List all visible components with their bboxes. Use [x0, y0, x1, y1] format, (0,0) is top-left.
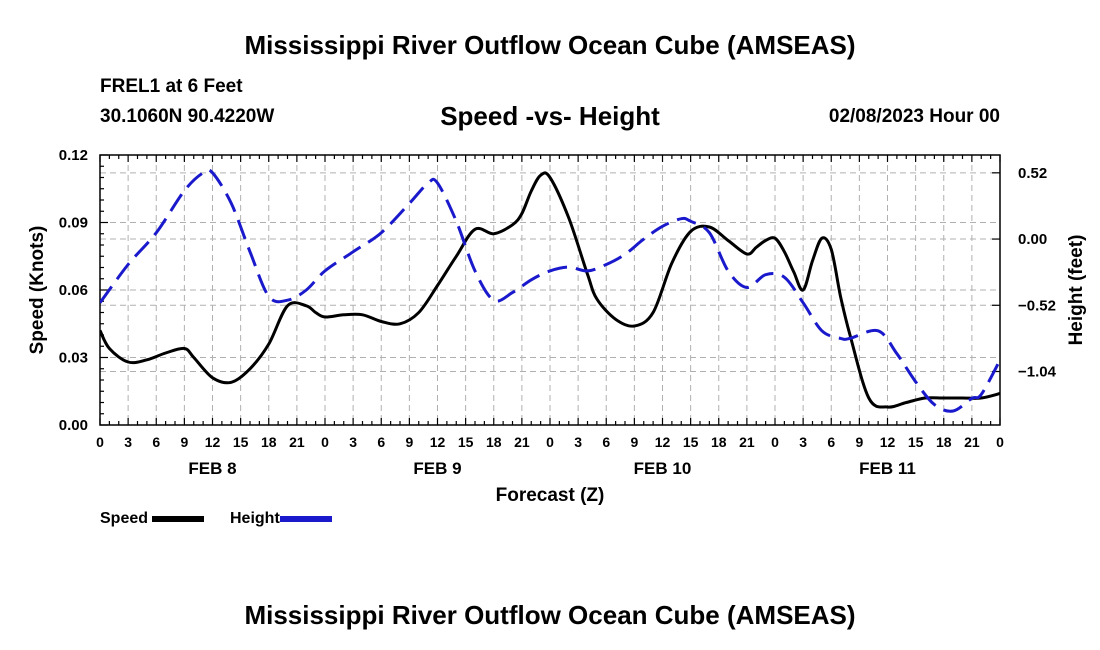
x-tick-label: 0 — [771, 434, 779, 450]
x-tick-label: 18 — [711, 434, 727, 450]
day-label: FEB 11 — [859, 459, 916, 478]
y2-tick-label: −0.52 — [1018, 297, 1056, 314]
x-tick-label: 15 — [683, 434, 699, 450]
x-tick-label: 3 — [799, 434, 807, 450]
legend-speed-swatch — [152, 515, 205, 522]
x-tick-label: 6 — [827, 434, 835, 450]
y2-tick-label: −1.04 — [1018, 364, 1057, 381]
y-tick-label: 0.03 — [59, 350, 88, 367]
x-tick-label: 18 — [936, 434, 952, 450]
series-line-speed — [100, 171, 1000, 409]
day-label: FEB 9 — [413, 459, 461, 478]
y-axis-label: Speed (Knots) — [27, 226, 48, 355]
x-axis-label: Forecast (Z) — [496, 485, 605, 506]
x-tick-label: 0 — [546, 434, 554, 450]
x-tick-label: 9 — [405, 434, 413, 450]
x-tick-label: 21 — [739, 434, 755, 450]
x-tick-label: 6 — [377, 434, 385, 450]
x-tick-label: 21 — [964, 434, 980, 450]
x-tick-label: 6 — [152, 434, 160, 450]
legend-height: Height — [230, 510, 332, 528]
series-line-height — [100, 168, 1000, 413]
legend-height-swatch — [279, 515, 332, 522]
legend-speed: Speed — [100, 510, 205, 528]
legend-height-label: Height — [230, 510, 280, 527]
chart-title: Mississippi River Outflow Ocean Cube (AM… — [244, 30, 856, 60]
x-tick-label: 12 — [430, 434, 446, 450]
x-tick-label: 3 — [124, 434, 132, 450]
y-tick-label: 0.09 — [59, 215, 88, 232]
y-tick-label: 0.12 — [59, 147, 88, 164]
y-tick-label: 0.06 — [59, 282, 88, 299]
x-tick-label: 18 — [486, 434, 502, 450]
x-tick-label: 3 — [574, 434, 582, 450]
y2-tick-label: 0.52 — [1018, 165, 1047, 182]
x-tick-label: 15 — [233, 434, 249, 450]
y2-axis-label: Height (feet) — [1066, 235, 1087, 346]
y-tick-label: 0.00 — [59, 417, 88, 434]
chart-subtitle: Speed -vs- Height — [440, 101, 660, 131]
x-tick-label: 9 — [630, 434, 638, 450]
x-tick-label: 12 — [880, 434, 896, 450]
footer-title: Mississippi River Outflow Ocean Cube (AM… — [244, 600, 856, 630]
x-tick-label: 18 — [261, 434, 277, 450]
legend-speed-label: Speed — [100, 510, 149, 527]
x-tick-label: 21 — [289, 434, 305, 450]
x-tick-label: 9 — [855, 434, 863, 450]
x-tick-label: 0 — [321, 434, 329, 450]
y2-tick-label: 0.00 — [1018, 231, 1047, 248]
x-tick-label: 21 — [514, 434, 530, 450]
day-label: FEB 10 — [634, 459, 692, 478]
x-tick-label: 3 — [349, 434, 357, 450]
x-tick-label: 0 — [96, 434, 104, 450]
day-label: FEB 8 — [188, 459, 236, 478]
station-label: FREL1 at 6 Feet — [100, 76, 243, 97]
coordinates-label: 30.1060N 90.4220W — [100, 106, 275, 127]
x-tick-label: 0 — [996, 434, 1004, 450]
x-tick-label: 15 — [908, 434, 924, 450]
forecast-datetime: 02/08/2023 Hour 00 — [828, 106, 1000, 127]
x-tick-label: 15 — [458, 434, 474, 450]
x-tick-label: 12 — [655, 434, 671, 450]
x-tick-label: 6 — [602, 434, 610, 450]
x-tick-label: 9 — [180, 434, 188, 450]
x-tick-label: 12 — [205, 434, 221, 450]
